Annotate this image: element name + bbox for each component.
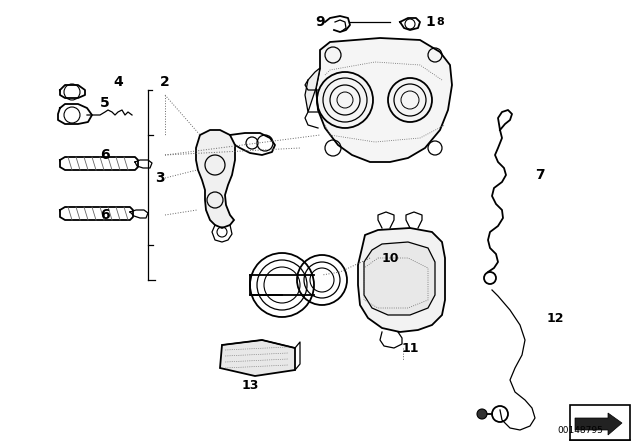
Text: 4: 4 — [113, 75, 123, 89]
Polygon shape — [358, 228, 445, 332]
Text: 3: 3 — [155, 171, 165, 185]
Text: 6: 6 — [100, 148, 110, 162]
Text: 9: 9 — [315, 15, 325, 29]
Polygon shape — [220, 340, 295, 376]
Text: 13: 13 — [241, 379, 259, 392]
Text: 1: 1 — [425, 15, 435, 29]
Polygon shape — [364, 242, 435, 315]
Text: 5: 5 — [100, 96, 110, 110]
Text: 11: 11 — [401, 341, 419, 354]
Polygon shape — [316, 38, 452, 162]
Text: 7: 7 — [535, 168, 545, 182]
Text: 8: 8 — [436, 17, 444, 27]
Text: 2: 2 — [160, 75, 170, 89]
Text: 6: 6 — [100, 208, 110, 222]
Text: 10: 10 — [381, 251, 399, 264]
FancyBboxPatch shape — [570, 405, 630, 440]
Polygon shape — [575, 413, 622, 435]
Text: 12: 12 — [547, 311, 564, 324]
Polygon shape — [305, 68, 320, 112]
Ellipse shape — [477, 409, 487, 419]
Polygon shape — [196, 130, 235, 228]
Text: 00148795: 00148795 — [557, 426, 603, 435]
